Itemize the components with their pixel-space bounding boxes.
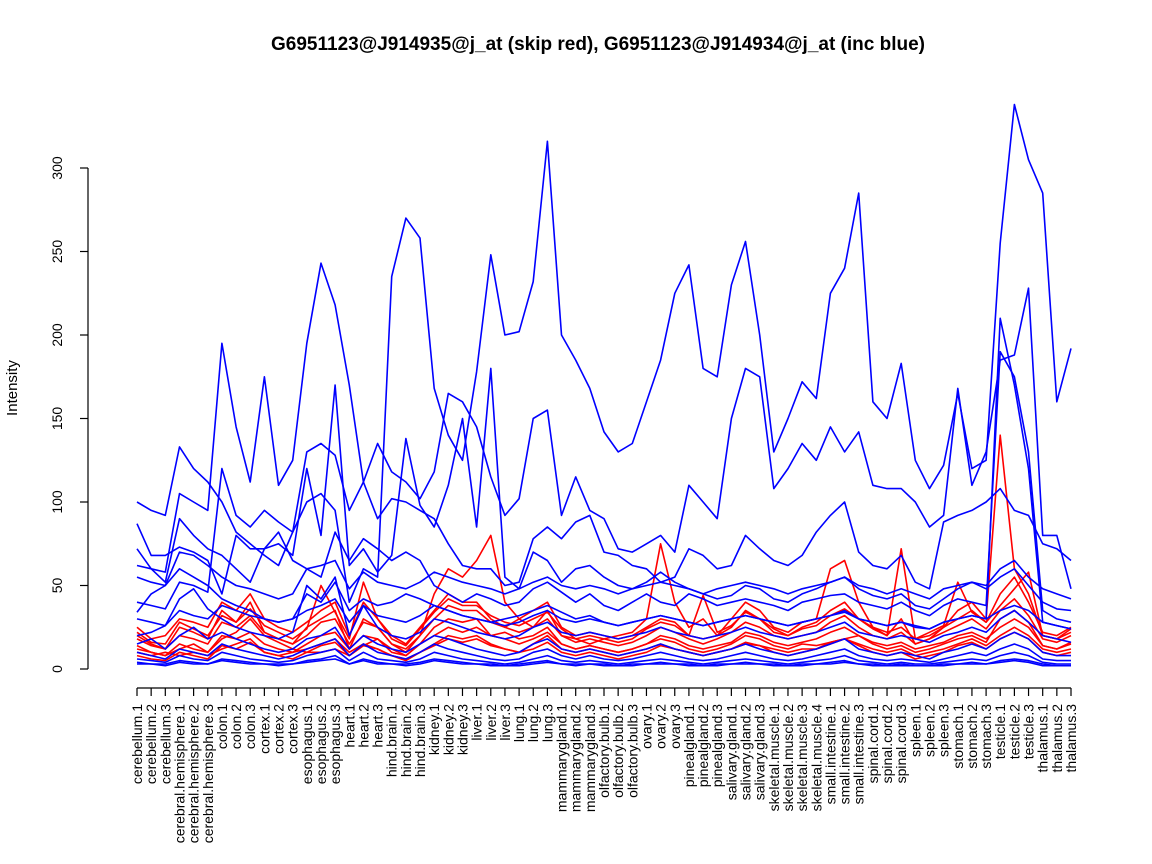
- x-tick-label: liver.3: [497, 704, 513, 741]
- x-tick-label: spinal.cord.1: [865, 704, 881, 784]
- x-tick-label: heart.2: [355, 704, 371, 748]
- x-tick-label: testicle.2: [1006, 704, 1022, 759]
- x-tick-label: cerebellum.1: [129, 704, 145, 784]
- x-tick-label: hind.brain.2: [398, 704, 414, 777]
- inc-series-line-22: [136, 262, 1072, 590]
- x-tick-label: thalamus.3: [1063, 704, 1079, 773]
- series-layer: [136, 103, 1072, 667]
- x-tick-label: stomach.1: [950, 704, 966, 769]
- x-tick-label: pinealgland.3: [709, 704, 725, 788]
- x-tick-label: hind.brain.1: [384, 704, 400, 777]
- x-axis: cerebellum.1cerebellum.2cerebellum.3cere…: [129, 687, 1079, 844]
- x-tick-label: cortex.2: [271, 704, 287, 754]
- x-tick-label: colon.2: [228, 704, 244, 749]
- y-tick-label: 200: [49, 323, 65, 347]
- inc-series-line-11: [136, 367, 1072, 612]
- x-tick-label: spinal.cord.2: [879, 704, 895, 784]
- x-tick-label: small.intestine.1: [822, 704, 838, 805]
- x-tick-label: small.intestine.2: [837, 704, 853, 805]
- inc-series-line-18: [137, 658, 1071, 667]
- inc-series-line-19: [136, 598, 1072, 630]
- inc-series-line-14: [136, 626, 1071, 660]
- x-tick-label: thalamus.1: [1035, 704, 1051, 773]
- x-tick-label: kidney.1: [426, 704, 442, 755]
- inc-series-line-10: [136, 350, 1072, 623]
- inc-series-line-16: [136, 648, 1071, 665]
- x-tick-label: mammarygland.3: [582, 704, 598, 812]
- x-tick-label: heart.1: [341, 704, 357, 748]
- x-tick-label: liver.2: [483, 704, 499, 741]
- skip-series-line-4: [136, 576, 1072, 645]
- x-tick-label: esophagus.2: [313, 704, 329, 784]
- x-tick-label: ovary.1: [638, 704, 654, 749]
- x-tick-label: testicle.3: [1021, 704, 1037, 759]
- chart-title: G6951123@J914935@j_at (skip red), G69511…: [271, 34, 925, 55]
- x-tick-label: spinal.cord.3: [893, 704, 909, 784]
- x-tick-label: olfactory.bulb.1: [596, 704, 612, 798]
- x-tick-label: cerebral.hemisphere.2: [186, 704, 202, 844]
- x-tick-label: salivary.gland.2: [738, 704, 754, 800]
- x-tick-label: liver.1: [469, 704, 485, 741]
- x-tick-label: thalamus.2: [1049, 704, 1065, 773]
- inc-series-line-9: [136, 442, 1072, 590]
- x-tick-label: heart.3: [370, 704, 386, 748]
- x-tick-label: esophagus.3: [327, 704, 343, 784]
- inc-series-line-20: [136, 551, 1072, 600]
- x-tick-label: pinealgland.1: [681, 704, 697, 788]
- x-tick-label: skeletal.muscle.2: [780, 704, 796, 812]
- x-tick-label: hind.brain.3: [412, 704, 428, 777]
- x-tick-label: olfactory.bulb.3: [624, 704, 640, 798]
- x-tick-label: salivary.gland.1: [723, 704, 739, 800]
- x-tick-label: cerebellum.2: [143, 704, 159, 784]
- x-tick-label: colon.3: [242, 704, 258, 749]
- x-tick-label: pinealgland.2: [695, 704, 711, 788]
- y-axis-label: Intensity: [4, 360, 21, 416]
- inc-series-line-15: [136, 638, 1071, 664]
- x-tick-label: lung.2: [525, 704, 541, 742]
- y-tick-label: 250: [49, 240, 65, 264]
- x-tick-label: cerebellum.3: [157, 704, 173, 784]
- x-tick-label: mammarygland.2: [568, 704, 584, 812]
- inc-series-line-13: [136, 576, 1072, 644]
- x-tick-label: skeletal.muscle.1: [766, 704, 782, 812]
- x-tick-label: cortex.1: [256, 704, 272, 754]
- x-tick-label: colon.1: [214, 704, 230, 749]
- x-tick-label: stomach.3: [978, 704, 994, 769]
- x-tick-label: cerebral.hemisphere.1: [171, 704, 187, 844]
- x-tick-label: skeletal.muscle.3: [794, 704, 810, 812]
- x-tick-label: lung.1: [511, 704, 527, 742]
- x-tick-label: ovary.2: [653, 704, 669, 749]
- skip-series-line-7: [136, 631, 1072, 662]
- y-tick-label: 150: [49, 407, 65, 431]
- x-tick-label: esophagus.1: [299, 704, 315, 784]
- y-axis: 0 50 100 150 200 250 300: [49, 156, 89, 673]
- x-tick-label: salivary.gland.3: [752, 704, 768, 800]
- x-tick-label: spleen.1: [907, 704, 923, 757]
- y-tick-label: 300: [49, 156, 65, 180]
- x-tick-label: lung.3: [539, 704, 555, 742]
- x-tick-label: testicle.1: [992, 704, 1008, 759]
- x-tick-label: kidney.3: [454, 704, 470, 755]
- x-tick-label: cortex.3: [285, 704, 301, 754]
- y-tick-label: 0: [49, 665, 65, 673]
- skip-series-line-6: [136, 598, 1072, 650]
- x-tick-label: kidney.2: [440, 704, 456, 755]
- x-tick-label: spleen.2: [921, 704, 937, 757]
- x-tick-label: small.intestine.3: [851, 704, 867, 805]
- y-tick-label: 100: [49, 490, 65, 514]
- skip-series-line-5: [136, 618, 1072, 657]
- x-tick-label: spleen.3: [936, 704, 952, 757]
- x-tick-label: ovary.3: [667, 704, 683, 749]
- x-tick-label: cerebral.hemisphere.3: [200, 704, 216, 844]
- x-tick-label: mammarygland.1: [554, 704, 570, 812]
- x-tick-label: skeletal.muscle.4: [808, 704, 824, 812]
- inc-series-line-21: [136, 103, 1072, 610]
- x-tick-label: stomach.2: [964, 704, 980, 769]
- x-tick-label: olfactory.bulb.2: [610, 704, 626, 798]
- y-tick-label: 50: [49, 578, 65, 594]
